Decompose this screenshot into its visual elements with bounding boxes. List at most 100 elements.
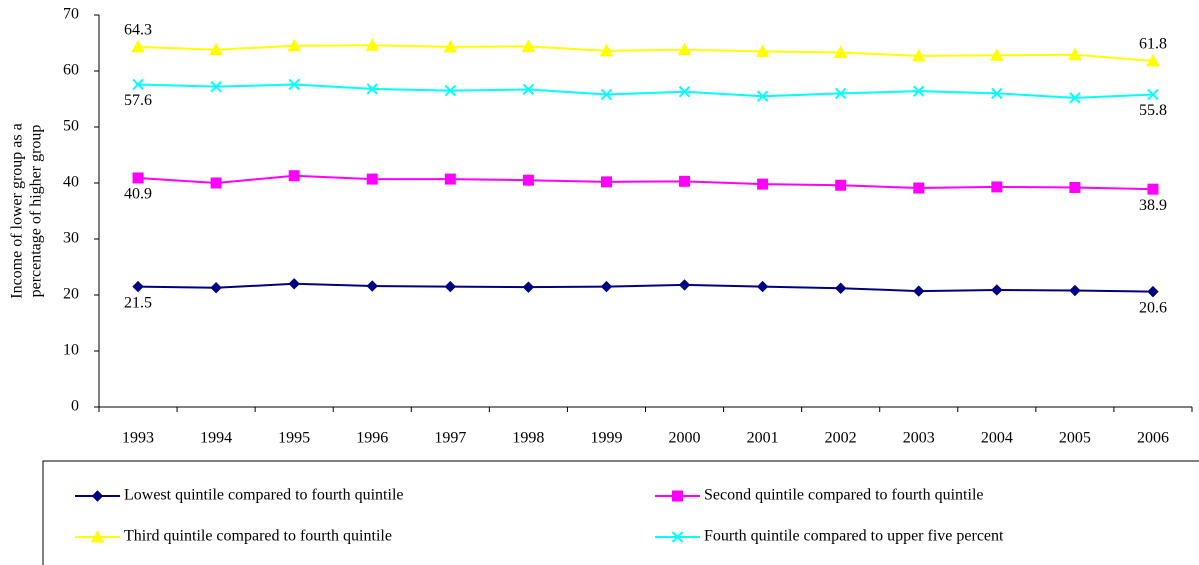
legend-marker bbox=[90, 529, 105, 543]
data-point bbox=[1068, 47, 1082, 61]
legend-label: Third quintile compared to fourth quinti… bbox=[124, 528, 392, 545]
data-point bbox=[1069, 284, 1081, 297]
data-point bbox=[522, 83, 535, 96]
data-point bbox=[288, 278, 300, 290]
data-label: 20.6 bbox=[1139, 299, 1167, 316]
data-point bbox=[210, 80, 222, 93]
legend-label: Lowest quintile compared to fourth quint… bbox=[124, 487, 404, 504]
data-point bbox=[600, 280, 613, 293]
data-point bbox=[131, 39, 145, 53]
data-point bbox=[913, 182, 925, 194]
x-tick-label: 2003 bbox=[903, 430, 935, 447]
data-label: 21.5 bbox=[124, 294, 152, 311]
data-point bbox=[1147, 88, 1159, 101]
data-point bbox=[365, 38, 380, 51]
data-point bbox=[678, 279, 691, 291]
data-point bbox=[288, 170, 300, 182]
data-point bbox=[522, 174, 534, 186]
data-point bbox=[287, 38, 302, 52]
data-point bbox=[833, 45, 848, 59]
y-tick-label: 70 bbox=[63, 6, 79, 23]
legend-marker bbox=[672, 490, 683, 502]
data-point bbox=[132, 172, 144, 184]
x-tick-label: 1994 bbox=[200, 430, 232, 447]
data-label: 38.9 bbox=[1139, 197, 1167, 214]
data-point bbox=[366, 83, 378, 95]
data-label: 61.8 bbox=[1139, 36, 1167, 53]
data-point bbox=[835, 179, 847, 191]
y-tick-label: 0 bbox=[71, 398, 79, 415]
data-label: 40.9 bbox=[124, 186, 152, 203]
legend-box bbox=[42, 460, 1199, 565]
data-point bbox=[209, 42, 223, 56]
y-tick-label: 20 bbox=[63, 286, 79, 303]
data-point bbox=[991, 284, 1003, 296]
legend-marker bbox=[91, 490, 104, 502]
y-tick-label: 50 bbox=[63, 118, 79, 135]
series-line bbox=[138, 44, 1154, 62]
data-point bbox=[913, 285, 925, 297]
series-line bbox=[137, 174, 1153, 191]
y-tick-label: 60 bbox=[63, 62, 79, 79]
data-point bbox=[1146, 53, 1160, 67]
data-point bbox=[834, 87, 847, 100]
data-point bbox=[132, 280, 144, 293]
data-point bbox=[288, 78, 300, 91]
data-label: 55.8 bbox=[1139, 102, 1167, 119]
data-point bbox=[210, 177, 222, 189]
x-tick-label: 2005 bbox=[1059, 430, 1091, 447]
x-tick-label: 1993 bbox=[122, 430, 154, 447]
x-tick-label: 2001 bbox=[747, 430, 779, 447]
y-tick-label: 40 bbox=[63, 174, 79, 191]
data-point bbox=[756, 90, 769, 102]
series-line bbox=[138, 83, 1154, 99]
data-point bbox=[678, 86, 691, 98]
y-tick-label: 10 bbox=[63, 342, 79, 359]
x-tick-label: 2006 bbox=[1137, 430, 1169, 447]
data-point bbox=[600, 88, 613, 101]
data-point bbox=[444, 280, 457, 293]
data-point bbox=[366, 280, 378, 292]
x-tick-label: 1999 bbox=[590, 430, 622, 447]
data-point bbox=[522, 281, 535, 293]
data-point bbox=[599, 43, 614, 57]
data-point bbox=[755, 44, 770, 57]
legend-label: Second quintile compared to fourth quint… bbox=[704, 487, 984, 504]
data-point bbox=[132, 78, 144, 91]
data-point bbox=[1069, 92, 1081, 104]
data-point bbox=[913, 85, 925, 97]
x-tick-label: 2002 bbox=[825, 430, 857, 447]
y-axis-label: Income of lower group as a bbox=[9, 123, 26, 299]
series-line bbox=[138, 282, 1153, 293]
x-tick-label: 2004 bbox=[981, 430, 1013, 447]
data-point bbox=[757, 178, 769, 190]
x-tick-label: 1996 bbox=[356, 430, 388, 447]
data-point bbox=[991, 181, 1003, 193]
x-tick-label: 1997 bbox=[434, 430, 466, 447]
legend-label: Fourth quintile compared to upper five p… bbox=[704, 528, 1004, 545]
data-point bbox=[989, 48, 1004, 61]
data-point bbox=[911, 48, 926, 62]
data-point bbox=[1147, 183, 1159, 195]
data-point bbox=[443, 39, 458, 53]
data-point bbox=[1147, 285, 1159, 298]
data-point bbox=[834, 282, 847, 294]
data-point bbox=[756, 280, 769, 293]
y-axis-label: percentage of higher group bbox=[28, 125, 45, 298]
data-point bbox=[210, 282, 222, 294]
legend-marker bbox=[671, 531, 684, 543]
x-tick-label: 2000 bbox=[669, 430, 701, 447]
data-point bbox=[679, 175, 691, 187]
x-tick-label: 1995 bbox=[278, 430, 310, 447]
data-point bbox=[991, 87, 1003, 100]
x-tick-label: 1998 bbox=[512, 430, 544, 447]
y-tick-label: 30 bbox=[63, 230, 79, 247]
data-label: 64.3 bbox=[124, 22, 152, 39]
data-point bbox=[677, 42, 692, 56]
data-point bbox=[600, 176, 612, 188]
data-point bbox=[444, 173, 456, 185]
data-point bbox=[1069, 181, 1081, 193]
data-point bbox=[444, 84, 457, 97]
data-point bbox=[366, 173, 378, 185]
